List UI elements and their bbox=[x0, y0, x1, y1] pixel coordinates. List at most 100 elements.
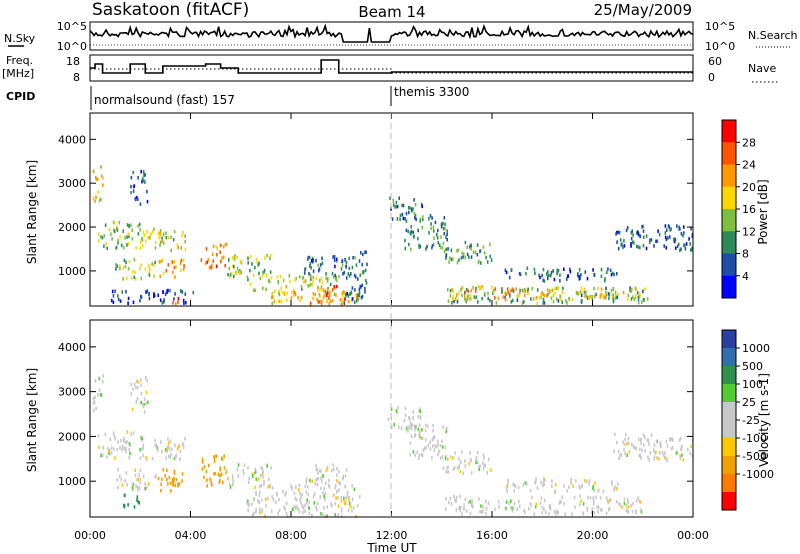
data-cell bbox=[157, 476, 160, 481]
data-cell bbox=[449, 294, 452, 298]
data-cell bbox=[418, 245, 421, 249]
data-cell bbox=[334, 501, 336, 506]
data-cell bbox=[130, 276, 133, 280]
data-cell bbox=[625, 504, 628, 508]
data-cell bbox=[553, 287, 556, 291]
data-cell bbox=[132, 170, 134, 175]
data-cell bbox=[132, 270, 134, 274]
data-cell bbox=[497, 499, 500, 504]
data-cell bbox=[329, 299, 332, 304]
data-cell bbox=[210, 265, 213, 270]
data-cell bbox=[304, 267, 306, 272]
data-cell bbox=[284, 507, 287, 512]
data-cell bbox=[531, 495, 533, 500]
x-tick-label: 08:00 bbox=[275, 529, 307, 542]
data-cell bbox=[597, 505, 600, 509]
data-cell bbox=[527, 287, 529, 291]
colorbar-segment bbox=[722, 366, 736, 385]
data-cell bbox=[626, 297, 629, 301]
colorbar-tick-label: -1000 bbox=[742, 468, 774, 481]
data-cell bbox=[591, 510, 593, 515]
data-cell bbox=[280, 286, 283, 290]
data-cell bbox=[141, 243, 144, 248]
data-cell bbox=[611, 482, 613, 486]
data-cell bbox=[597, 510, 599, 514]
data-cell bbox=[148, 291, 150, 296]
data-cell bbox=[266, 253, 268, 258]
data-cell bbox=[645, 246, 648, 251]
data-cell bbox=[108, 451, 110, 455]
data-cell bbox=[179, 457, 181, 461]
data-cell bbox=[147, 400, 149, 405]
data-cell bbox=[542, 301, 544, 305]
data-cell bbox=[419, 407, 421, 411]
cpid-segment-1: themis 3300 bbox=[394, 85, 469, 99]
data-cell bbox=[127, 232, 130, 236]
data-cell bbox=[493, 296, 496, 300]
data-cell bbox=[336, 284, 338, 289]
data-cell bbox=[497, 296, 500, 301]
data-cell bbox=[505, 270, 508, 275]
data-cell bbox=[136, 385, 139, 390]
data-cell bbox=[678, 438, 681, 442]
data-cell bbox=[664, 235, 667, 240]
data-cell bbox=[505, 486, 508, 491]
data-cell bbox=[341, 291, 344, 295]
data-cell bbox=[203, 475, 205, 480]
freq-label-bottom: [MHz] bbox=[2, 67, 34, 80]
data-cell bbox=[325, 481, 327, 485]
data-cell bbox=[463, 294, 466, 299]
data-cell bbox=[441, 439, 443, 443]
data-cell bbox=[521, 301, 524, 305]
data-cell bbox=[349, 505, 352, 509]
data-cell bbox=[665, 439, 668, 444]
data-cell bbox=[143, 173, 145, 178]
data-cell bbox=[173, 476, 175, 481]
data-cell bbox=[513, 483, 516, 487]
data-cell bbox=[211, 482, 213, 487]
data-cell bbox=[223, 454, 225, 458]
data-cell bbox=[405, 426, 408, 431]
data-cell bbox=[131, 237, 134, 241]
data-cell bbox=[163, 300, 165, 304]
data-cell bbox=[470, 243, 472, 248]
data-cell bbox=[162, 232, 165, 236]
data-cell bbox=[635, 287, 637, 291]
data-cell bbox=[680, 247, 682, 251]
data-cell bbox=[630, 244, 632, 248]
data-cell bbox=[248, 503, 250, 507]
data-cell bbox=[420, 452, 423, 457]
data-cell bbox=[239, 260, 242, 264]
data-cell bbox=[413, 198, 415, 202]
data-cell bbox=[404, 413, 407, 417]
data-cell bbox=[125, 260, 127, 265]
data-cell bbox=[622, 290, 625, 295]
data-cell bbox=[168, 454, 170, 459]
data-cell bbox=[451, 288, 453, 292]
data-cell bbox=[666, 444, 669, 448]
data-cell bbox=[632, 233, 634, 237]
data-cell bbox=[141, 177, 144, 181]
data-cell bbox=[476, 450, 479, 455]
data-cell bbox=[474, 289, 477, 293]
data-cell bbox=[142, 170, 145, 174]
data-cell bbox=[134, 277, 137, 281]
data-cell bbox=[451, 301, 453, 305]
data-cell bbox=[106, 455, 108, 459]
data-cell bbox=[269, 484, 271, 489]
data-cell bbox=[461, 251, 463, 255]
data-cell bbox=[534, 480, 536, 485]
data-cell bbox=[458, 464, 461, 468]
data-cell bbox=[482, 245, 485, 249]
data-cell bbox=[417, 236, 419, 241]
colorbar-segment bbox=[722, 420, 736, 439]
data-cell bbox=[640, 441, 642, 445]
data-cell bbox=[579, 494, 581, 499]
data-cell bbox=[517, 485, 520, 490]
data-cell bbox=[172, 483, 174, 487]
data-cell bbox=[614, 485, 616, 490]
data-cell bbox=[152, 274, 155, 278]
data-cell bbox=[123, 436, 125, 440]
colorbar-segment bbox=[722, 164, 736, 188]
data-cell bbox=[141, 179, 143, 184]
